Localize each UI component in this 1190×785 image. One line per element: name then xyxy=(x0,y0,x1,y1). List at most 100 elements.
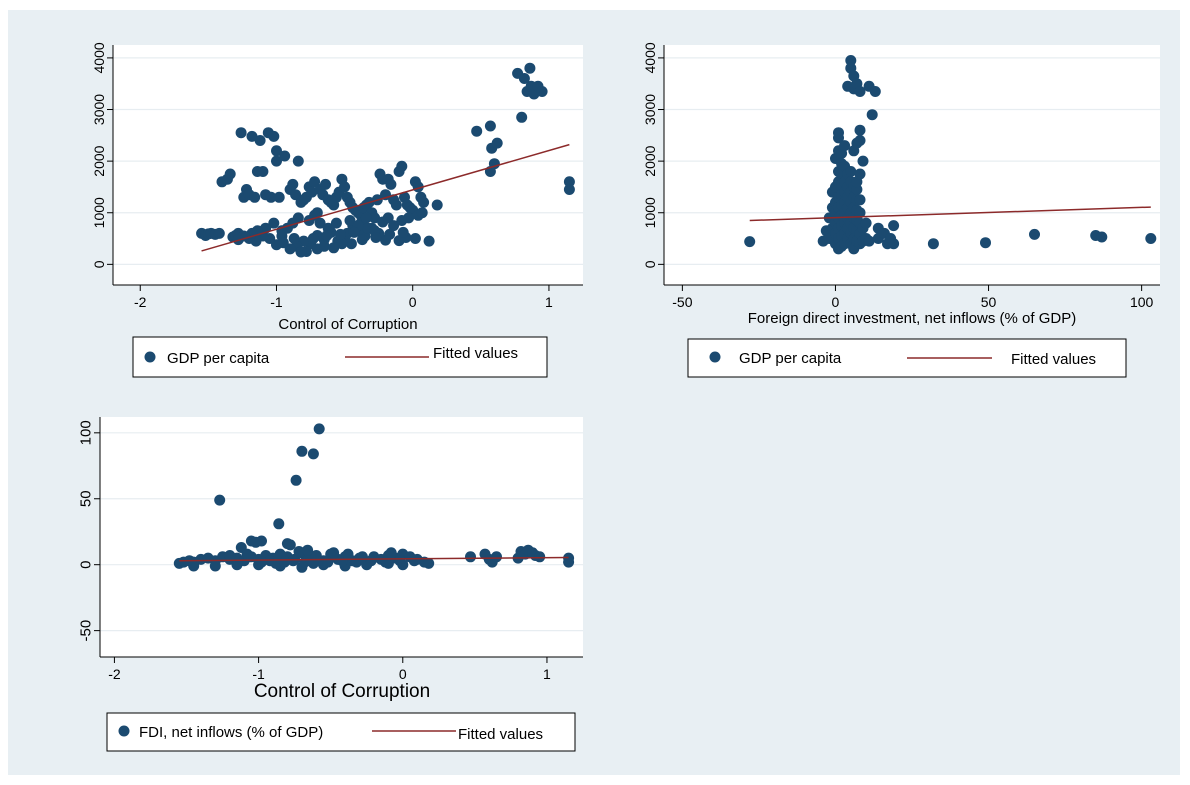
data-point xyxy=(423,557,435,569)
data-point xyxy=(388,220,400,232)
scatter-marks xyxy=(196,62,575,258)
data-point xyxy=(866,109,878,121)
x-tick-label: -2 xyxy=(134,294,147,310)
data-point xyxy=(302,544,314,556)
data-point xyxy=(563,184,575,195)
data-point xyxy=(313,423,325,435)
data-point xyxy=(360,212,372,224)
data-point xyxy=(254,135,266,146)
data-point xyxy=(491,551,502,563)
data-point xyxy=(241,548,253,560)
data-point xyxy=(292,155,304,167)
data-point xyxy=(344,215,356,226)
x-tick-label: -50 xyxy=(672,294,692,310)
data-point xyxy=(396,160,408,172)
legend-label-series: FDI, net inflows (% of GDP) xyxy=(139,724,323,741)
data-point xyxy=(224,168,236,180)
data-point xyxy=(235,127,247,139)
data-point xyxy=(322,556,334,568)
y-tick-label: 3000 xyxy=(642,94,658,125)
x-tick-label: -2 xyxy=(108,666,121,682)
panel-gdp-vs-corruption: -2 -1 0 1 0 1000 2000 3000 4000 Control of Corr… xyxy=(91,42,583,378)
x-tick-label: 50 xyxy=(981,294,997,310)
data-point xyxy=(296,445,308,457)
data-point xyxy=(980,237,991,249)
data-point xyxy=(307,233,319,244)
gridlines xyxy=(113,57,583,265)
y-tick-label: -50 xyxy=(78,620,95,642)
data-point xyxy=(518,73,530,84)
fitted-line xyxy=(179,556,569,562)
y-tick-label: 0 xyxy=(91,260,107,268)
y-tick-label: 4000 xyxy=(91,42,107,73)
data-point xyxy=(833,127,844,139)
data-point xyxy=(339,181,351,193)
data-point xyxy=(484,120,496,132)
data-point xyxy=(265,191,277,203)
data-point xyxy=(854,194,866,206)
fitted-line xyxy=(201,143,570,252)
panel-gdp-vs-fdi: -50 0 50 100 0 1000 2000 3000 4000 Foreign dire… xyxy=(642,42,1160,378)
data-point xyxy=(851,184,863,195)
data-point xyxy=(1096,231,1108,243)
x-tick-label: 1 xyxy=(543,666,551,682)
x-tick-labels: -2 -1 0 1 xyxy=(108,657,551,682)
data-point xyxy=(293,546,305,557)
data-point xyxy=(336,238,348,250)
plot-area xyxy=(113,45,583,285)
data-point xyxy=(290,189,302,201)
data-point xyxy=(516,111,528,123)
data-point xyxy=(744,236,756,248)
y-tick-labels: 0 1000 2000 3000 4000 xyxy=(642,42,664,268)
y-tick-labels: 0 1000 2000 3000 4000 xyxy=(91,42,113,268)
legend-marker xyxy=(709,351,721,363)
y-tick-label: 2000 xyxy=(642,145,658,176)
data-point xyxy=(854,168,866,180)
legend-label-series: GDP per capita xyxy=(167,350,270,367)
data-point xyxy=(224,550,236,561)
x-tick-label: 100 xyxy=(1130,294,1154,310)
data-point xyxy=(321,230,333,241)
x-tick-label: 0 xyxy=(832,294,840,310)
fitted-line xyxy=(749,206,1151,222)
data-point xyxy=(209,560,221,572)
data-point xyxy=(409,233,421,244)
y-tick-label: 0 xyxy=(642,260,658,268)
data-point xyxy=(393,235,405,247)
data-point xyxy=(231,559,243,571)
data-point xyxy=(491,137,503,149)
data-point xyxy=(397,226,409,238)
data-point xyxy=(279,150,291,162)
data-point xyxy=(854,207,866,219)
plot-area xyxy=(664,45,1160,285)
data-point xyxy=(403,212,415,224)
data-point xyxy=(314,217,326,229)
y-tick-label: 2000 xyxy=(91,145,107,176)
data-point xyxy=(927,238,939,250)
data-point xyxy=(854,135,866,146)
gridlines xyxy=(664,57,1160,265)
data-point xyxy=(295,246,307,258)
data-point xyxy=(188,560,200,572)
legend: GDP per capita Fitted values xyxy=(687,338,1127,378)
data-point xyxy=(863,235,875,247)
data-point xyxy=(563,176,575,188)
fitted-values-line xyxy=(749,206,1151,222)
data-point xyxy=(431,199,443,211)
plot-area xyxy=(100,417,583,657)
data-point xyxy=(416,207,428,219)
x-axis-title: Control of Corruption xyxy=(254,681,430,702)
data-point xyxy=(288,233,300,244)
legend: GDP per capita Fitted values xyxy=(132,336,548,378)
legend-label-fit: Fitted values xyxy=(433,345,518,362)
panel-fdi-vs-corruption: -2 -1 0 1 -50 0 50 100 Control of Corruption F… xyxy=(78,417,583,752)
legend-label-fit: Fitted values xyxy=(1011,351,1096,368)
x-tick-labels: -2 -1 0 1 xyxy=(134,285,553,310)
x-tick-label: -1 xyxy=(270,294,283,310)
data-point xyxy=(524,62,536,74)
data-point xyxy=(369,212,381,224)
data-point xyxy=(268,217,280,229)
data-point xyxy=(845,166,857,177)
legend-label-series: GDP per capita xyxy=(739,350,842,367)
